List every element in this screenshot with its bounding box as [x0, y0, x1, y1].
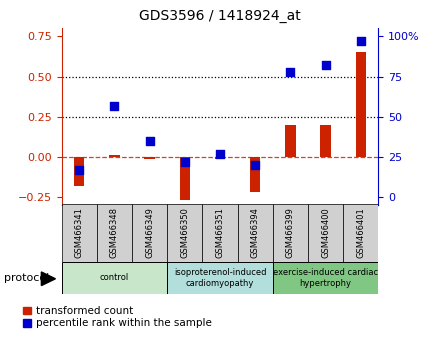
Point: [287, 69, 294, 75]
Point: [357, 38, 364, 44]
FancyBboxPatch shape: [308, 204, 343, 262]
FancyBboxPatch shape: [167, 204, 202, 262]
Text: control: control: [100, 273, 129, 282]
Text: GSM466349: GSM466349: [145, 207, 154, 258]
Bar: [356, 52, 366, 157]
Text: GSM466341: GSM466341: [75, 207, 84, 258]
Text: protocol: protocol: [4, 273, 50, 283]
Text: GSM466394: GSM466394: [251, 207, 260, 258]
Text: GSM466348: GSM466348: [110, 207, 119, 258]
FancyBboxPatch shape: [132, 204, 167, 262]
Point: [181, 159, 188, 165]
Text: GSM466399: GSM466399: [286, 207, 295, 258]
FancyBboxPatch shape: [97, 204, 132, 262]
Bar: [74, 157, 84, 186]
Bar: [250, 157, 260, 193]
Bar: [285, 125, 296, 157]
Text: GSM466350: GSM466350: [180, 207, 189, 258]
FancyBboxPatch shape: [62, 262, 167, 294]
FancyBboxPatch shape: [273, 262, 378, 294]
Bar: [215, 157, 225, 159]
Bar: [144, 157, 155, 159]
Point: [146, 138, 153, 144]
FancyBboxPatch shape: [273, 204, 308, 262]
Text: GSM466401: GSM466401: [356, 207, 365, 258]
Point: [216, 151, 224, 157]
Text: GSM466351: GSM466351: [216, 207, 224, 258]
Bar: [109, 155, 120, 157]
Bar: [180, 157, 190, 200]
Polygon shape: [41, 272, 55, 286]
Point: [76, 167, 83, 173]
Point: [322, 63, 329, 68]
Text: exercise-induced cardiac
hypertrophy: exercise-induced cardiac hypertrophy: [273, 268, 378, 287]
Legend: transformed count, percentile rank within the sample: transformed count, percentile rank withi…: [23, 306, 212, 328]
Text: GDS3596 / 1418924_at: GDS3596 / 1418924_at: [139, 9, 301, 23]
Text: GSM466400: GSM466400: [321, 207, 330, 258]
Point: [111, 103, 118, 108]
FancyBboxPatch shape: [202, 204, 238, 262]
FancyBboxPatch shape: [238, 204, 273, 262]
FancyBboxPatch shape: [167, 262, 273, 294]
Text: isoproterenol-induced
cardiomyopathy: isoproterenol-induced cardiomyopathy: [174, 268, 266, 287]
FancyBboxPatch shape: [343, 204, 378, 262]
Point: [252, 162, 259, 168]
Bar: [320, 125, 331, 157]
FancyBboxPatch shape: [62, 204, 97, 262]
